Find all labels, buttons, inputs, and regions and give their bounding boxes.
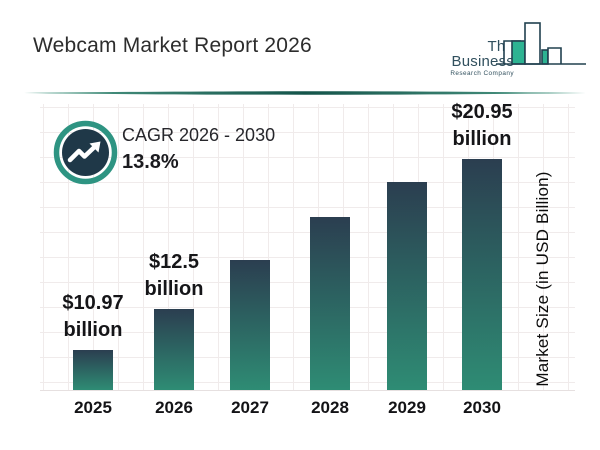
x-tick-label-2030: 2030 bbox=[463, 398, 501, 417]
bar-value-label-2026: $12.5 billion bbox=[144, 251, 204, 300]
bar-2025 bbox=[73, 350, 113, 390]
bar-value-label-2030: $20.95 billion bbox=[451, 101, 513, 150]
x-tick-label-2027: 2027 bbox=[231, 398, 269, 417]
x-tick-label-2029: 2029 bbox=[388, 398, 426, 417]
bar-2029 bbox=[387, 182, 427, 390]
x-tick-label-2026: 2026 bbox=[155, 398, 193, 417]
page-title: Webcam Market Report 2026 bbox=[33, 34, 312, 57]
cagr-value: 13.8% bbox=[122, 151, 179, 173]
company-logo: The Business Research Company bbox=[420, 12, 590, 78]
y-axis-label: Market Size (in USD Billion) bbox=[533, 171, 552, 387]
bar-2027 bbox=[230, 260, 270, 390]
bar-chart-logo-icon bbox=[496, 22, 586, 65]
bar-2028 bbox=[310, 217, 350, 390]
bar-2026 bbox=[154, 309, 194, 390]
header-divider bbox=[24, 91, 586, 95]
logo-subname: Research Company bbox=[450, 70, 514, 77]
cagr-label: CAGR 2026 - 2030 bbox=[122, 125, 276, 145]
x-tick-label-2025: 2025 bbox=[74, 398, 112, 417]
x-tick-label-2028: 2028 bbox=[311, 398, 349, 417]
bar-series: $10.97 billion $12.5 billion $20.95 billion bbox=[0, 101, 600, 390]
bar-value-label-2025: $10.97 billion bbox=[62, 292, 124, 341]
cagr-annotation: CAGR 2026 - 2030 13.8% bbox=[53, 120, 353, 190]
trending-up-icon bbox=[53, 120, 118, 185]
bar-2030 bbox=[462, 159, 502, 390]
